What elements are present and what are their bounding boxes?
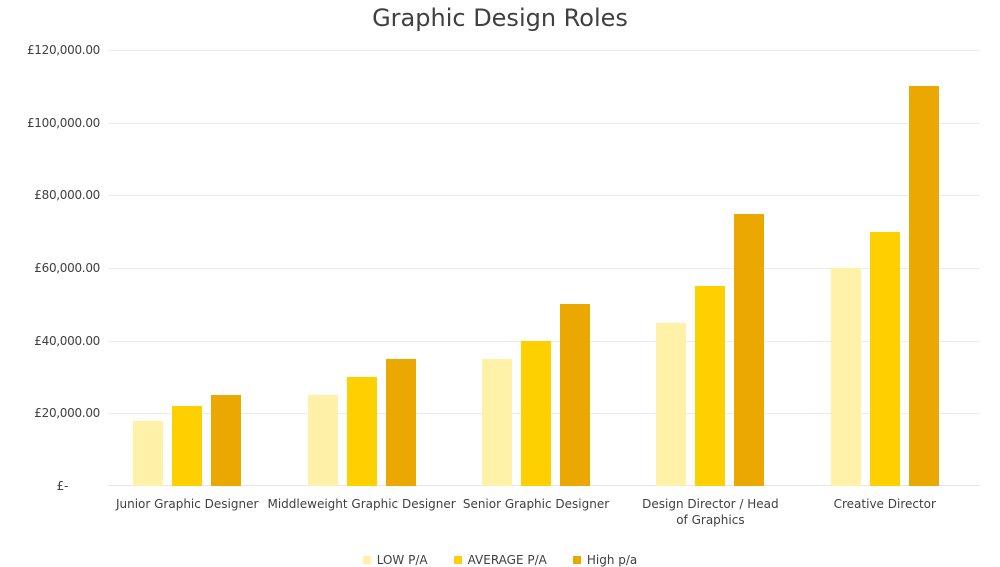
gridline [108,50,980,51]
legend-label: LOW P/A [376,553,428,567]
bar-low-p-a-0 [133,420,164,486]
bar-high-p-a-3 [734,213,765,486]
legend: LOW P/A AVERAGE P/A High p/a [0,553,1000,567]
plot-area [108,50,980,486]
bar-low-p-a-4 [830,268,861,486]
bar-average-p-a-4 [869,231,900,486]
y-tick-label: £120,000.00 [26,43,100,57]
bar-low-p-a-2 [482,358,512,486]
y-tick-label: £100,000.00 [26,115,100,130]
x-tick-label: Senior Graphic Designer [462,497,610,511]
legend-label: AVERAGE P/A [467,553,547,567]
bar-high-p-a-4 [908,86,939,486]
legend-swatch-icon [453,556,462,564]
legend-swatch-icon [572,556,581,564]
legend-swatch-icon [362,556,371,564]
y-tick-label: £80,000.00 [34,188,100,203]
x-tick-label: Middleweight Graphic Designer [267,497,456,511]
y-tick-label: £60,000.00 [34,261,100,275]
legend-item: LOW P/A [362,553,428,567]
y-tick-label: £- [56,479,69,493]
gridline [108,122,980,124]
bar-average-p-a-2 [521,340,551,486]
legend-label: High p/a [586,553,638,567]
x-tick-label: Design Director / Head of Graphics [642,497,779,527]
gridline [108,268,980,269]
legend-item: High p/a [572,553,638,567]
gridline [108,195,980,197]
x-tick-label: Junior Graphic Designer [115,497,259,511]
bar-average-p-a-3 [695,286,726,486]
chart-title: Graphic Design Roles [372,4,628,32]
y-tick-label: £20,000.00 [34,406,100,421]
bar-high-p-a-2 [560,304,590,486]
x-tick-label: Creative Director [833,497,936,511]
bar-average-p-a-1 [346,377,377,486]
bar-average-p-a-0 [172,406,203,486]
legend-item: AVERAGE P/A [453,553,547,567]
bar-high-p-a-0 [211,395,242,486]
y-tick-label: £40,000.00 [34,333,100,348]
bar-low-p-a-1 [307,395,338,486]
bar-high-p-a-1 [385,358,416,486]
bar-low-p-a-3 [656,322,687,486]
